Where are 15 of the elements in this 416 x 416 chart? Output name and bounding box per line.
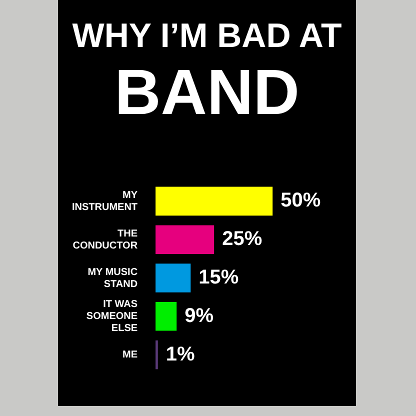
bar: [156, 302, 177, 331]
y-tick-label: THE CONDUCTOR: [72, 228, 138, 252]
bar: [156, 264, 191, 292]
data-label: 1%: [166, 343, 196, 366]
data-label: 15%: [198, 266, 239, 289]
bar: [156, 186, 273, 216]
y-tick-label: IT WAS SOMEONE ELSE: [86, 299, 138, 334]
data-label: 9%: [184, 304, 214, 327]
y-tick-label: MY INSTRUMENT: [72, 190, 138, 213]
data-label: 25%: [222, 228, 262, 250]
y-tick-label: ME: [122, 350, 138, 361]
bar: [156, 225, 214, 254]
chart-title: WHY I’M BAD AT BAND: [71, 16, 343, 128]
y-tick-label: MY MUSIC STAND: [88, 266, 138, 290]
data-label: 50%: [280, 190, 321, 212]
